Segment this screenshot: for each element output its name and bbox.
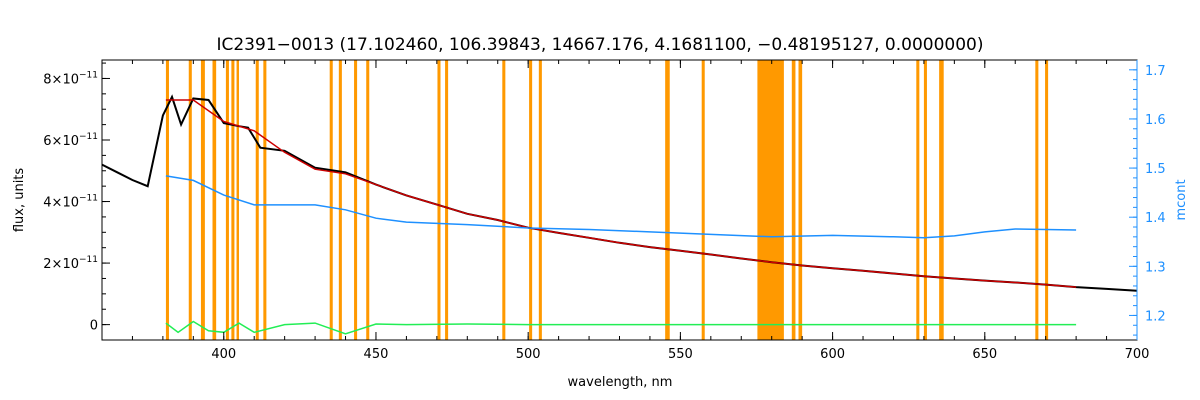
y-tick-exponent: −11	[79, 255, 98, 265]
x-tick-label: 700	[1125, 347, 1150, 362]
masked-region	[255, 60, 259, 340]
chart-title: IC2391−0013 (17.102460, 106.39843, 14667…	[216, 35, 983, 55]
y2-tick-label: 1.4	[1145, 211, 1166, 226]
masked-region	[338, 60, 342, 340]
y-axis-ticks: 8×10−11 6×10−11 4×10−11 2×10−11 0	[43, 62, 110, 341]
masked-region	[225, 60, 229, 340]
y-axis-label: flux, units	[12, 168, 27, 233]
x-tick-label: 450	[364, 347, 389, 362]
y-tick-label: 4×10−11	[43, 194, 98, 211]
masked-region	[798, 60, 803, 340]
series-line	[165, 99, 1077, 288]
x-tick-label: 550	[668, 347, 693, 362]
masked-region	[1035, 60, 1039, 340]
x-tick-label: 400	[211, 347, 236, 362]
masked-region	[329, 60, 333, 340]
masked-region	[916, 60, 920, 340]
x-tick-label: 500	[516, 347, 541, 362]
x-tick-label: 650	[972, 347, 997, 362]
masked-region	[1045, 60, 1049, 340]
masked-region	[212, 60, 217, 340]
y-tick-label: 6×10−11	[43, 132, 98, 149]
y-tick-exponent: −11	[79, 194, 98, 204]
masked-region	[366, 60, 370, 340]
masked-region	[757, 60, 784, 340]
y2-axis-ticks: 1.2 1.3 1.4 1.5 1.6 1.7	[1129, 60, 1166, 340]
y-tick-exponent: −11	[79, 70, 98, 80]
masked-region	[188, 60, 192, 340]
masked-region	[791, 60, 796, 340]
series-group	[101, 94, 1138, 335]
y2-tick-label: 1.3	[1145, 260, 1166, 275]
masked-region	[502, 60, 506, 340]
masked-region	[165, 60, 169, 340]
y2-axis-label: mcont	[1174, 179, 1189, 220]
masked-region	[263, 60, 267, 340]
y-tick-exponent: −11	[79, 132, 98, 142]
y2-tick-label: 1.5	[1145, 162, 1166, 177]
x-axis-ticks: 400 450 500 550 600 650 700	[101, 60, 1150, 362]
masked-region	[923, 60, 927, 340]
y-tick-label: 8×10−11	[43, 70, 98, 87]
masked-region	[939, 60, 944, 340]
masked-region	[529, 60, 533, 340]
masked-region	[231, 60, 235, 340]
masked-region	[538, 60, 542, 340]
y-tick-label: 2×10−11	[43, 255, 98, 272]
masked-region	[437, 60, 441, 340]
series-line	[165, 320, 1077, 335]
y2-tick-label: 1.7	[1145, 64, 1166, 79]
y2-tick-label: 1.2	[1145, 309, 1166, 324]
masked-region	[701, 60, 705, 340]
masked-regions	[165, 60, 1049, 340]
x-axis-label: wavelength, nm	[568, 375, 673, 390]
masked-region	[665, 60, 670, 340]
masked-region	[445, 60, 449, 340]
y2-tick-label: 1.6	[1145, 113, 1166, 128]
y-tick-label: 0	[90, 319, 98, 334]
series-line	[165, 175, 1077, 239]
masked-region	[354, 60, 358, 340]
masked-region	[200, 60, 205, 340]
x-tick-label: 600	[820, 347, 845, 362]
